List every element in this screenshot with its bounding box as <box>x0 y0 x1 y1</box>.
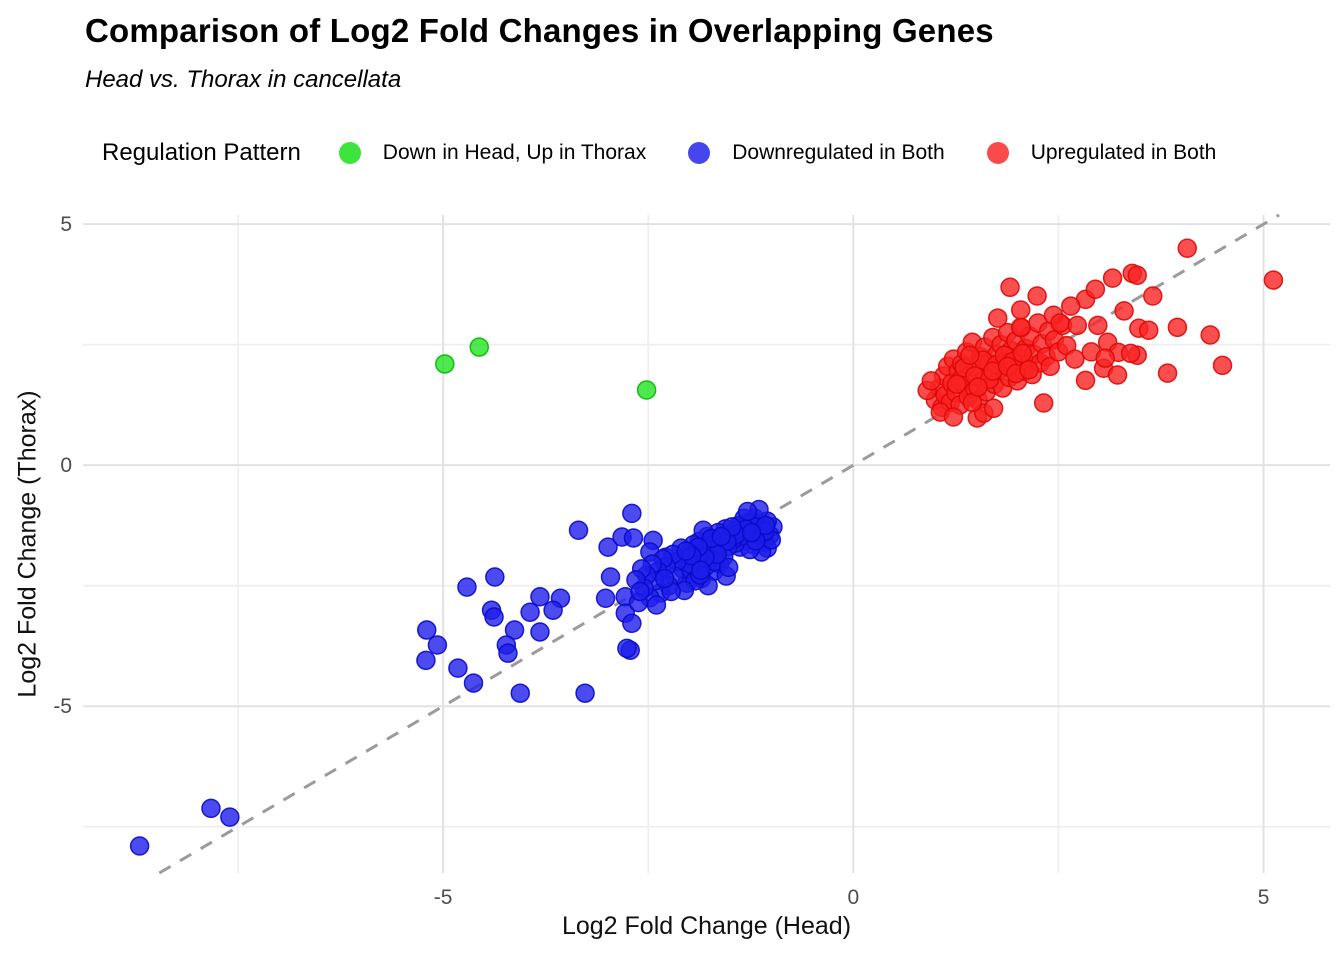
data-point-blue <box>448 658 468 678</box>
data-point-green <box>636 380 657 400</box>
data-point-red <box>1157 363 1178 383</box>
data-point-blue <box>575 683 595 703</box>
data-point-red <box>1019 359 1039 380</box>
data-point-green <box>469 337 490 357</box>
y-tick-label: 0 <box>60 454 72 477</box>
green-dot-icon <box>338 142 361 164</box>
y-tick-label: -5 <box>53 695 72 718</box>
data-point-blue <box>504 620 525 640</box>
data-point-blue <box>617 638 637 659</box>
data-point-red <box>1012 343 1033 364</box>
legend-item-down-head-up-thorax: Down in Head, Up in Thorax <box>338 141 647 165</box>
data-point-red <box>921 371 942 391</box>
legend-item-upregulated-both: Upregulated in Both <box>986 141 1217 165</box>
data-point-blue <box>484 607 504 627</box>
data-point-red <box>1075 370 1096 391</box>
data-point-blue <box>737 501 758 522</box>
blue-dot-icon <box>688 142 711 164</box>
data-point-red <box>1200 325 1220 345</box>
data-point-blue <box>595 588 616 608</box>
data-point-blue <box>457 577 477 597</box>
data-point-red <box>1040 356 1060 377</box>
legend-item-label: Upregulated in Both <box>1030 141 1217 164</box>
data-point-red <box>1102 268 1123 288</box>
data-point-green <box>435 354 455 374</box>
legend-item-downregulated-both: Downregulated in Both <box>688 141 945 165</box>
data-point-blue <box>623 528 644 548</box>
data-point-red <box>1095 348 1115 368</box>
data-point-red <box>968 377 988 397</box>
data-point-red <box>1065 349 1085 369</box>
red-dot-icon <box>986 142 1009 164</box>
chart-title: Comparison of Log2 Fold Changes in Overl… <box>85 12 994 49</box>
data-point-blue <box>201 798 221 819</box>
data-point-blue <box>510 683 531 703</box>
data-point-red <box>1143 286 1163 306</box>
data-point-blue <box>427 635 448 655</box>
legend: Regulation Pattern Down in Head, Up in T… <box>102 134 1258 172</box>
data-point-red <box>1138 320 1159 340</box>
chart-subtitle: Head vs. Thorax in cancellata <box>85 66 402 93</box>
data-point-red <box>987 308 1008 328</box>
data-point-blue <box>676 541 696 561</box>
data-point-red <box>1010 317 1031 338</box>
data-point-red <box>1050 313 1070 333</box>
data-point-blue <box>718 557 739 578</box>
data-point-blue <box>741 522 762 543</box>
data-point-blue <box>220 807 240 827</box>
data-point-red <box>1085 279 1106 299</box>
data-point-red <box>1067 315 1088 336</box>
data-point-red <box>1114 301 1134 321</box>
data-point-red <box>1127 265 1147 286</box>
data-point-blue <box>129 836 150 856</box>
x-tick-label: 5 <box>1258 886 1270 909</box>
data-point-blue <box>530 622 550 642</box>
legend-title: Regulation Pattern <box>102 139 301 166</box>
data-point-blue <box>520 602 540 622</box>
data-point-red <box>983 398 1004 419</box>
data-point-blue <box>416 650 436 671</box>
data-point-blue <box>691 560 711 581</box>
data-point-red <box>960 345 980 366</box>
data-point-blue <box>622 503 642 524</box>
x-tick-label: -5 <box>434 886 453 909</box>
data-point-red <box>1010 300 1031 320</box>
legend-item-label: Down in Head, Up in Thorax <box>382 141 647 164</box>
data-point-red <box>1027 286 1047 306</box>
data-point-red <box>1033 393 1054 413</box>
legend-item-label: Downregulated in Both <box>732 141 945 164</box>
data-point-blue <box>543 600 563 621</box>
data-point-blue <box>463 673 484 693</box>
data-point-red <box>1107 365 1128 385</box>
data-point-red <box>1000 277 1020 298</box>
y-tick-label: 5 <box>60 213 72 236</box>
data-point-red <box>1061 296 1081 316</box>
data-point-blue <box>654 568 675 589</box>
data-point-blue <box>598 537 618 557</box>
y-axis-title: Log2 Fold Change (Thorax) <box>13 390 42 698</box>
data-point-blue <box>600 567 621 587</box>
data-point-blue <box>646 595 667 615</box>
data-point-blue <box>416 620 437 640</box>
data-point-red <box>1177 238 1198 259</box>
data-point-blue <box>498 643 518 663</box>
data-point-blue <box>485 567 505 587</box>
data-point-red <box>946 374 967 394</box>
data-point-blue <box>630 581 650 602</box>
x-tick-label: 0 <box>848 886 860 909</box>
data-point-red <box>1263 270 1284 290</box>
data-point-red <box>1120 343 1141 364</box>
data-point-red <box>1212 355 1233 376</box>
data-point-blue <box>568 520 589 541</box>
x-axis-title: Log2 Fold Change (Head) <box>561 912 852 940</box>
data-point-blue <box>530 587 550 607</box>
data-point-red <box>943 407 964 427</box>
data-point-blue <box>622 613 642 634</box>
data-point-red <box>1167 317 1188 338</box>
data-point-red <box>1088 315 1108 336</box>
data-point-blue <box>711 526 732 547</box>
